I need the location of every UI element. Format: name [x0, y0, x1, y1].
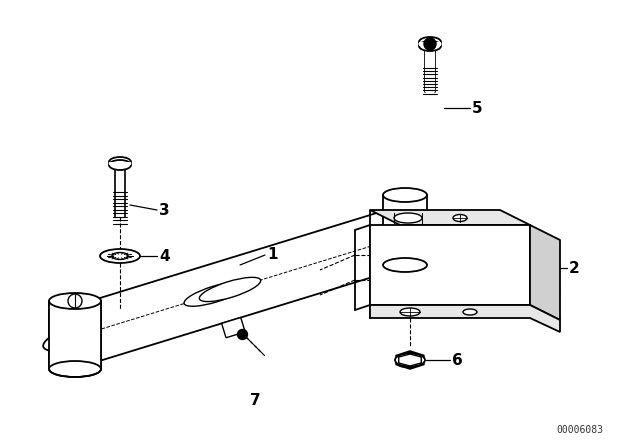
- Polygon shape: [370, 210, 530, 225]
- Ellipse shape: [109, 160, 131, 170]
- Polygon shape: [370, 225, 530, 305]
- Polygon shape: [109, 162, 131, 165]
- Ellipse shape: [419, 37, 441, 47]
- Polygon shape: [221, 318, 245, 338]
- Text: 3: 3: [159, 202, 170, 217]
- Ellipse shape: [112, 253, 128, 259]
- Ellipse shape: [401, 215, 459, 241]
- Polygon shape: [396, 351, 424, 369]
- Ellipse shape: [43, 325, 101, 351]
- Circle shape: [237, 329, 248, 340]
- Ellipse shape: [394, 213, 422, 223]
- Text: 5: 5: [472, 100, 483, 116]
- Ellipse shape: [400, 308, 420, 316]
- Ellipse shape: [383, 188, 427, 202]
- Text: 6: 6: [452, 353, 463, 367]
- Ellipse shape: [184, 282, 245, 306]
- Ellipse shape: [49, 361, 101, 377]
- Polygon shape: [370, 305, 560, 332]
- Ellipse shape: [100, 249, 140, 263]
- Circle shape: [424, 38, 436, 50]
- Ellipse shape: [383, 258, 427, 272]
- Text: 1: 1: [267, 246, 278, 262]
- Text: 4: 4: [159, 249, 170, 263]
- Ellipse shape: [199, 277, 260, 302]
- Ellipse shape: [419, 41, 441, 51]
- Ellipse shape: [49, 293, 101, 309]
- Polygon shape: [115, 165, 125, 217]
- Polygon shape: [49, 301, 101, 369]
- Polygon shape: [530, 225, 560, 320]
- Polygon shape: [383, 195, 427, 265]
- Circle shape: [68, 294, 82, 308]
- Ellipse shape: [109, 157, 131, 167]
- Text: 2: 2: [569, 260, 580, 276]
- Polygon shape: [399, 354, 421, 366]
- Ellipse shape: [453, 215, 467, 221]
- Polygon shape: [425, 46, 435, 92]
- Ellipse shape: [397, 360, 415, 368]
- Text: 00006083: 00006083: [557, 425, 604, 435]
- Polygon shape: [419, 42, 441, 46]
- Ellipse shape: [463, 309, 477, 315]
- Text: 7: 7: [250, 392, 260, 408]
- Polygon shape: [63, 199, 439, 366]
- Ellipse shape: [395, 353, 425, 366]
